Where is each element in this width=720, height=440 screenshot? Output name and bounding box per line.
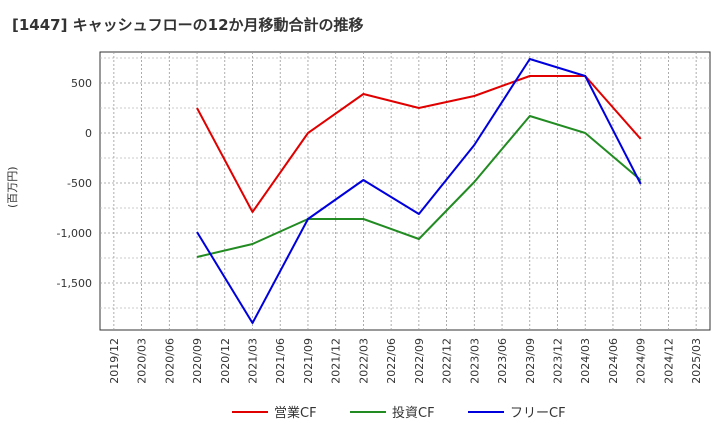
x-tick-label: 2022/06 (385, 338, 398, 384)
legend: 営業CF 投資CF フリーCF (232, 405, 566, 421)
x-tick-label: 2022/03 (357, 338, 370, 384)
x-tick-label: 2019/12 (108, 338, 121, 384)
series-line (196, 75, 642, 213)
legend-label: フリーCF (510, 406, 566, 421)
x-tick-label: 2024/12 (662, 338, 675, 384)
legend-label: 投資CF (392, 405, 435, 421)
x-tick-label: 2020/03 (136, 338, 149, 384)
series-line (196, 58, 642, 324)
x-tick-label: 2025/03 (690, 338, 703, 384)
x-tick-label: 2023/06 (496, 338, 509, 384)
y-tick-label: -1,500 (57, 277, 92, 290)
series-lines (196, 58, 642, 324)
x-tick-label: 2021/06 (274, 338, 287, 384)
x-tick-label: 2021/12 (330, 338, 343, 384)
x-tick-labels: 2019/12 2020/03 2020/06 2020/09 2020/12 2021/… (108, 338, 703, 384)
plot-area (99, 51, 711, 331)
x-tick-label: 2024/03 (579, 338, 592, 384)
x-tick-label: 2023/03 (468, 338, 481, 384)
series-line (196, 115, 642, 258)
x-tick-label: 2020/06 (163, 338, 176, 384)
x-tick-label: 2020/09 (191, 338, 204, 384)
x-tick-label: 2023/09 (524, 338, 537, 384)
x-tick-label: 2022/09 (413, 338, 426, 384)
y-tick-labels: 500 0 -500 -1,000 -1,500 (57, 77, 92, 290)
x-tick-label: 2024/09 (635, 338, 648, 384)
legend-label: 営業CF (274, 405, 317, 421)
x-tick-label: 2020/12 (219, 338, 232, 384)
x-tick-label: 2024/06 (607, 338, 620, 384)
chart-title: [1447] キャッシュフローの12か月移動合計の推移 (12, 16, 364, 34)
x-tick-label: 2021/03 (247, 338, 260, 384)
y-tick-label: -500 (67, 177, 92, 190)
x-tick-label: 2022/12 (441, 338, 454, 384)
x-tick-label: 2023/12 (552, 338, 565, 384)
y-tick-label: 500 (71, 77, 92, 90)
y-tick-label: -1,000 (57, 227, 92, 240)
x-tick-label: 2021/09 (302, 338, 315, 384)
y-tick-label: 0 (85, 127, 92, 140)
